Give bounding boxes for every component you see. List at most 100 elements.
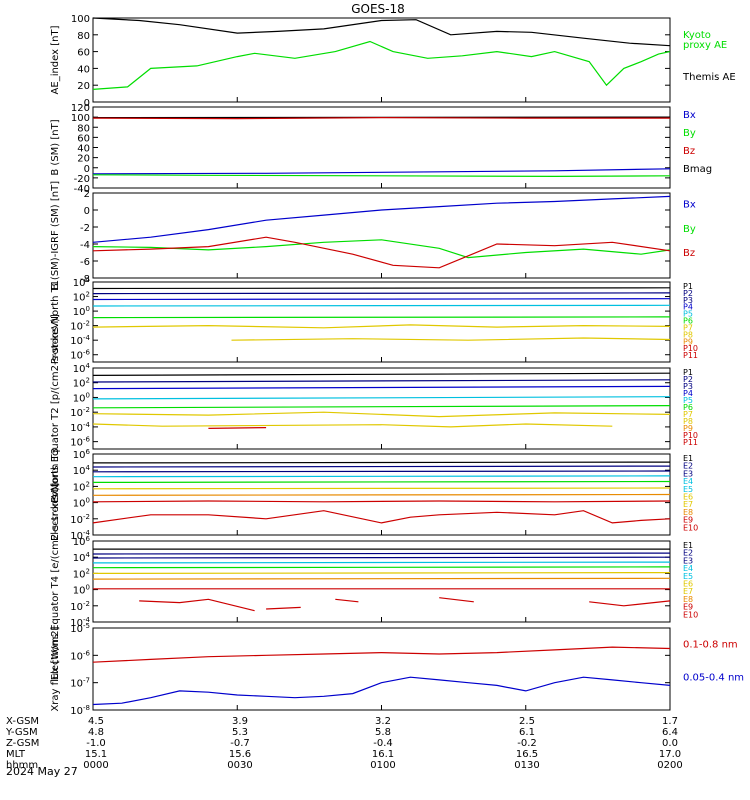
y-tick-label: 40 bbox=[77, 144, 90, 155]
legend-item: E9 bbox=[683, 603, 693, 612]
y-tick-label: 106 bbox=[73, 535, 91, 548]
series-line-1 bbox=[92, 287, 671, 290]
legend-item: E6 bbox=[683, 580, 693, 589]
series-line-4 bbox=[92, 475, 671, 478]
legend-item: E5 bbox=[683, 572, 693, 581]
y-tick-label: 10-6 bbox=[70, 349, 90, 362]
ephemeris-value: -0.4 bbox=[373, 738, 393, 749]
series-line-2 bbox=[92, 292, 671, 295]
y-tick-label: 60 bbox=[77, 133, 90, 144]
series-group bbox=[92, 461, 671, 524]
legend-item: Bz bbox=[683, 248, 695, 259]
series-line-5 bbox=[92, 566, 671, 569]
legend-item: P10 bbox=[683, 431, 698, 440]
y-axis-label: Electrons Equator T4 [e/(cm2-s-sr-keV)] bbox=[50, 483, 61, 680]
ephemeris-value: 16.5 bbox=[516, 749, 538, 760]
ephemeris-value: 5.8 bbox=[375, 727, 391, 738]
legend-item: E4 bbox=[683, 564, 693, 573]
y-axis-label: AE_index [nT] bbox=[50, 25, 61, 94]
legend-item: P1 bbox=[683, 368, 693, 377]
legend-item: P4 bbox=[683, 303, 693, 312]
ephemeris-value: -1.0 bbox=[86, 738, 106, 749]
ephemeris-value: -0.2 bbox=[517, 738, 537, 749]
series-line-8 bbox=[208, 427, 267, 429]
y-tick-label: 10-6 bbox=[70, 649, 90, 662]
y-axis-label: Protons North T1 bbox=[50, 280, 61, 364]
legend-item: 0.05-0.4 nm bbox=[683, 672, 744, 683]
ephemeris-value: 0.0 bbox=[662, 738, 678, 749]
y-axis-label: Electrons North T3 bbox=[50, 448, 61, 541]
legend-item: P7 bbox=[683, 410, 693, 419]
legend-item: P11 bbox=[683, 438, 698, 447]
ephemeris-value: 0200 bbox=[657, 760, 682, 771]
series-line-6 bbox=[92, 487, 671, 490]
y-tick-label: 10-5 bbox=[70, 622, 90, 635]
y-tick-label: 20 bbox=[77, 154, 90, 165]
legend-item: Bx bbox=[683, 110, 696, 121]
y-tick-label: 100 bbox=[71, 113, 90, 124]
y-tick-label: 106 bbox=[73, 448, 91, 461]
series-group bbox=[92, 287, 671, 341]
legend-item: E3 bbox=[683, 469, 693, 478]
series-line-3 bbox=[92, 470, 671, 473]
legend-item: P10 bbox=[683, 344, 698, 353]
y-tick-label: 120 bbox=[71, 103, 90, 114]
series-line-4 bbox=[92, 561, 671, 564]
legend-item: E2 bbox=[683, 549, 693, 558]
legend-item: E9 bbox=[683, 516, 693, 525]
series-line-2 bbox=[92, 552, 671, 555]
ephemeris-value: 16.1 bbox=[372, 749, 394, 760]
series-line-1 bbox=[92, 17, 671, 47]
ephemeris-value: 6.1 bbox=[519, 727, 535, 738]
series-line-3 bbox=[92, 298, 671, 301]
y-tick-label: -6 bbox=[80, 257, 90, 268]
panel-legend: Bx By Bz bbox=[683, 200, 696, 260]
ephemeris-row-label: Z-GSM bbox=[6, 738, 39, 749]
y-tick-label: -4 bbox=[80, 240, 90, 251]
y-tick-label: 10-2 bbox=[70, 320, 90, 333]
panel-legend: Bx By Bz Bmag bbox=[683, 110, 712, 175]
series-line-5 bbox=[92, 480, 671, 483]
legend-item: E8 bbox=[683, 508, 693, 517]
ephemeris-value: 6.4 bbox=[662, 727, 678, 738]
y-tick-label: 10-8 bbox=[70, 704, 90, 717]
series-line-4 bbox=[92, 396, 671, 400]
legend-item: E4 bbox=[683, 477, 693, 486]
legend-item: P9 bbox=[683, 424, 693, 433]
panel-8: 10-8 10-7 10-6 10-5 Xray flux [W/m2] 0.1-0.8 … bbox=[50, 622, 744, 717]
series-line-3 bbox=[92, 556, 671, 559]
series-line-5 bbox=[92, 316, 671, 319]
series-line-1 bbox=[92, 461, 671, 464]
legend-item: P2 bbox=[683, 289, 693, 298]
ephemeris-value: 0130 bbox=[514, 760, 539, 771]
series-line-11 bbox=[335, 598, 359, 603]
legend-item: E1 bbox=[683, 541, 693, 550]
series-line-2 bbox=[92, 116, 670, 120]
series-line-2 bbox=[92, 465, 671, 468]
ephemeris-value: 4.8 bbox=[88, 727, 104, 738]
y-tick-label: 10-2 bbox=[70, 513, 90, 526]
legend-item: E3 bbox=[683, 556, 693, 565]
legend-item: E1 bbox=[683, 454, 693, 463]
y-tick-label: 10-2 bbox=[70, 406, 90, 419]
series-line-6 bbox=[92, 324, 671, 329]
legend-item: P11 bbox=[683, 351, 698, 360]
y-tick-label: 10-6 bbox=[70, 436, 90, 449]
legend-item: By bbox=[683, 128, 696, 139]
y-tick-label: 60 bbox=[77, 48, 90, 59]
series-line-7 bbox=[92, 423, 613, 428]
series-line-1 bbox=[92, 195, 671, 243]
legend-item: P8 bbox=[683, 417, 693, 426]
series-line-2 bbox=[92, 676, 671, 706]
series-line-9 bbox=[92, 510, 671, 524]
legend-item: E7 bbox=[683, 587, 693, 596]
